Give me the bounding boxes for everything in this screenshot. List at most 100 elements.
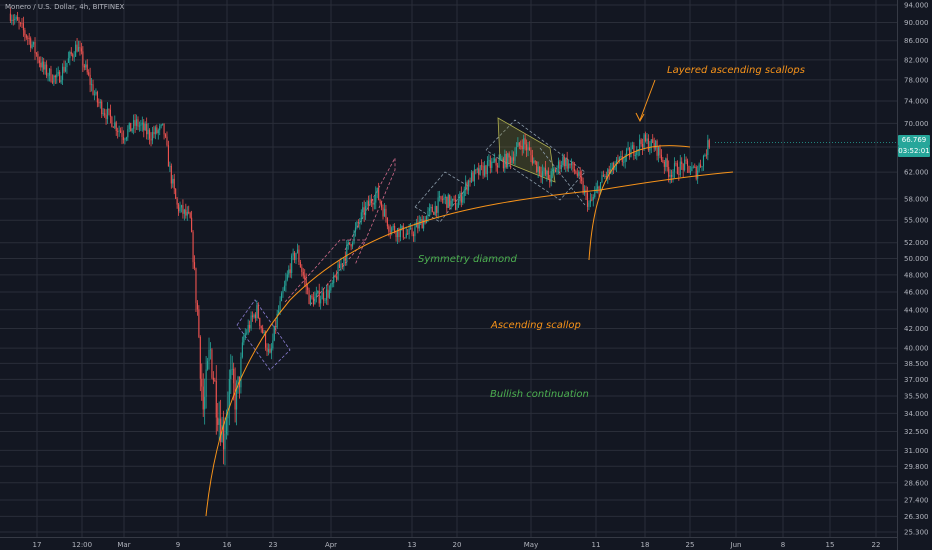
candle-body: [673, 163, 676, 172]
candle-body: [381, 202, 383, 208]
candle-body: [528, 147, 531, 151]
candle-body: [311, 295, 313, 298]
annotation-ascending-scallop[interactable]: Ascending scallop: [491, 320, 581, 331]
candle-body: [679, 161, 681, 175]
candle-body: [86, 64, 88, 73]
candle-body: [539, 166, 541, 174]
price-tick-label: 27.400: [904, 496, 929, 504]
candle-body: [681, 161, 683, 164]
candle-body: [338, 264, 341, 269]
candle-body: [599, 182, 602, 194]
candle-body: [24, 30, 26, 36]
candle-body: [15, 16, 17, 19]
candle-body: [472, 172, 474, 182]
time-axis[interactable]: 17 12:00 Mar 9 16 23 Apr 13 20 May 11 18 25 Jun 8 15 22: [33, 541, 881, 549]
candle-body: [489, 160, 491, 168]
candle-body: [143, 122, 145, 131]
candle-body: [44, 64, 46, 70]
candle-body: [495, 158, 497, 166]
candle-body: [296, 249, 299, 253]
price-tick-label: 38.500: [904, 360, 929, 368]
candle-body: [594, 192, 596, 197]
time-tick-label: 15: [826, 541, 835, 549]
candle-body: [518, 142, 520, 146]
candle-body: [236, 389, 238, 410]
candle-body: [566, 158, 568, 169]
candle-body: [269, 349, 271, 353]
candle-body: [228, 379, 230, 409]
plot-background: [0, 0, 897, 537]
candle-body: [95, 91, 97, 95]
candle-body: [415, 222, 417, 228]
annotation-bullish-continuation[interactable]: Bullish continuation: [490, 389, 589, 400]
candle-body: [70, 51, 72, 55]
candle-body: [597, 186, 599, 189]
candle-body: [439, 196, 441, 198]
candle-body: [80, 48, 82, 52]
candle-body: [220, 418, 222, 442]
candle-body: [463, 189, 465, 197]
candle-body: [156, 127, 158, 134]
candle-body: [430, 207, 432, 209]
candle-body: [72, 54, 74, 57]
candle-body: [533, 160, 535, 164]
candle-body: [605, 175, 607, 178]
candle-body: [88, 72, 90, 75]
candle-body: [440, 196, 442, 200]
annotation-symmetry-diamond[interactable]: Symmetry diamond: [418, 254, 517, 265]
candle-body: [589, 199, 591, 203]
candle-body: [508, 153, 510, 158]
time-tick-label: 16: [223, 541, 232, 549]
candle-body: [82, 51, 84, 66]
candle-body: [675, 163, 677, 165]
candle-body: [414, 227, 416, 237]
candle-body: [77, 47, 80, 52]
candle-body: [305, 279, 307, 288]
candle-body: [288, 269, 290, 275]
candle-body: [395, 232, 397, 238]
price-tick-label: 40.000: [904, 345, 929, 353]
candle-body: [665, 158, 667, 167]
candle-body: [182, 205, 184, 214]
candle-body: [450, 200, 452, 207]
candle-body: [105, 114, 107, 119]
candle-body: [468, 180, 470, 191]
candle-body: [266, 347, 268, 352]
candle-body: [383, 208, 386, 217]
candle-body: [207, 361, 209, 370]
candle-body: [644, 134, 647, 142]
candle-body: [48, 68, 51, 76]
price-tick-label: 29.800: [904, 463, 929, 471]
price-axis[interactable]: 94.000 90.000 86.000 82.000 78.000 74.000 70.0…: [904, 2, 929, 537]
candle-body: [573, 168, 575, 172]
candle-body: [427, 211, 429, 217]
candle-body: [294, 252, 296, 260]
candle-body: [550, 171, 552, 183]
candle-body: [121, 132, 123, 137]
candle-body: [62, 66, 64, 81]
candle-body: [460, 192, 462, 203]
candle-body: [488, 160, 490, 162]
candle-body: [186, 211, 188, 216]
candle-body: [373, 202, 375, 205]
candle-body: [93, 94, 96, 96]
candle-body: [38, 60, 40, 63]
candle-body: [428, 208, 430, 212]
candle-body: [689, 170, 691, 173]
candle-body: [276, 313, 278, 328]
candle-body: [291, 255, 293, 273]
candle-body: [669, 175, 671, 177]
candle-body: [499, 159, 502, 161]
price-tick-label: 48.000: [904, 271, 929, 279]
candle-body: [347, 242, 349, 245]
candle-body: [169, 165, 171, 167]
candle-body: [501, 158, 503, 160]
candle-body: [462, 196, 464, 203]
candle-body: [307, 287, 309, 290]
candle-body: [328, 290, 330, 298]
channel-2: [284, 239, 366, 306]
annotation-layered-scallops[interactable]: Layered ascending scallops: [667, 65, 805, 76]
candle-body: [280, 293, 283, 302]
candle-body: [671, 175, 673, 177]
